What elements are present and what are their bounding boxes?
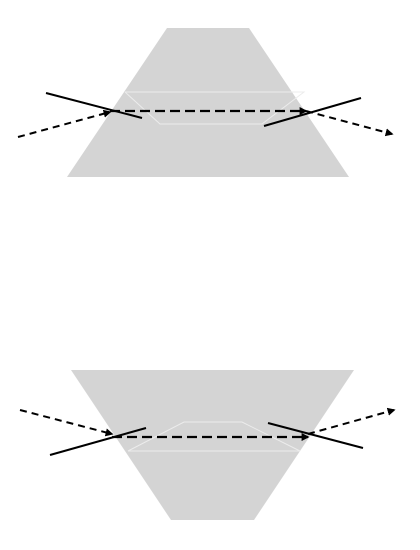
- bottom-prism-inner-highlight: [127, 421, 301, 452]
- bottom-incident-ray: [19, 409, 114, 437]
- top-prism: [67, 28, 349, 177]
- bottom-right-face-line: [267, 422, 364, 449]
- top-incident-ray: [17, 109, 112, 138]
- bottom-prism: [71, 370, 354, 520]
- top-left-face-line: [45, 92, 143, 119]
- top-emergent-ray: [305, 110, 394, 137]
- top-right-face-line: [263, 97, 362, 127]
- bottom-emergent-ray: [307, 407, 396, 435]
- top-prism-inner-highlight: [124, 91, 306, 125]
- bottom-left-face-line: [49, 427, 147, 456]
- bottom-prism-diagram: [19, 370, 396, 520]
- top-prism-diagram: [17, 28, 394, 177]
